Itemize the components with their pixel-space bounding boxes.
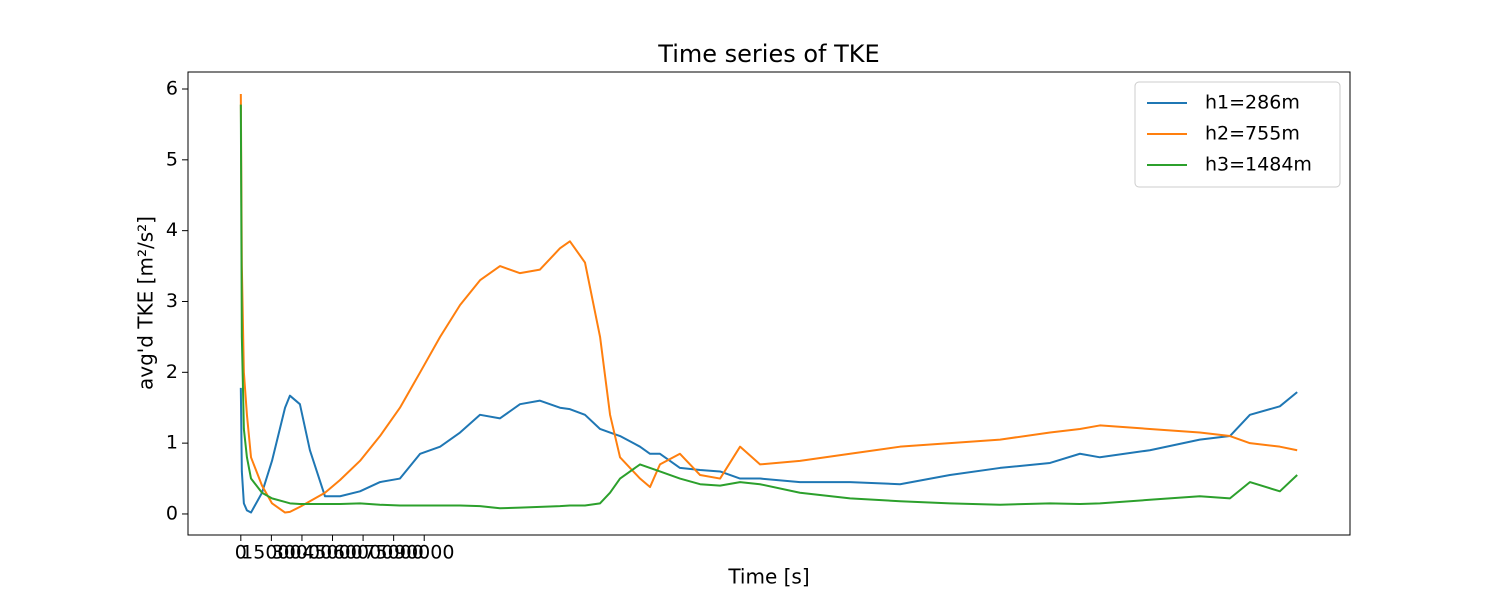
- series-line: [239, 387, 1298, 514]
- legend-label: h1=286m: [1205, 92, 1300, 114]
- x-axis-label: Time [s]: [727, 565, 809, 589]
- legend-label: h3=1484m: [1205, 154, 1312, 176]
- x-tick-label: 45000: [302, 542, 362, 564]
- legend-label: h2=755m: [1205, 123, 1300, 145]
- series-line: [239, 104, 1298, 510]
- x-tick-label: 15000: [241, 542, 301, 564]
- y-tick-label: 1: [166, 432, 178, 454]
- y-tick-label: 3: [166, 290, 178, 312]
- plot-frame: [187, 71, 1351, 536]
- y-tick-label: 5: [166, 148, 178, 170]
- y-tick-label: 2: [166, 361, 178, 383]
- y-tick-label: 0: [166, 502, 178, 524]
- y-tick-label: 4: [166, 219, 178, 241]
- legend-box: [1134, 81, 1341, 188]
- x-tick-label: 90000: [394, 542, 454, 564]
- legend: h1=286m h2=755m h3=1484m: [1134, 81, 1341, 188]
- series-line: [239, 93, 1298, 514]
- x-tick-label: 75000: [363, 542, 423, 564]
- chart-title: Time series of TKE: [657, 40, 879, 68]
- x-tick-label: 0: [235, 542, 247, 564]
- x-tick-label: 60000: [333, 542, 393, 564]
- y-tick-label: 6: [166, 77, 178, 99]
- x-tick-label: 30000: [272, 542, 332, 564]
- y-axis-label: avg'd TKE [m²/s²]: [134, 216, 158, 390]
